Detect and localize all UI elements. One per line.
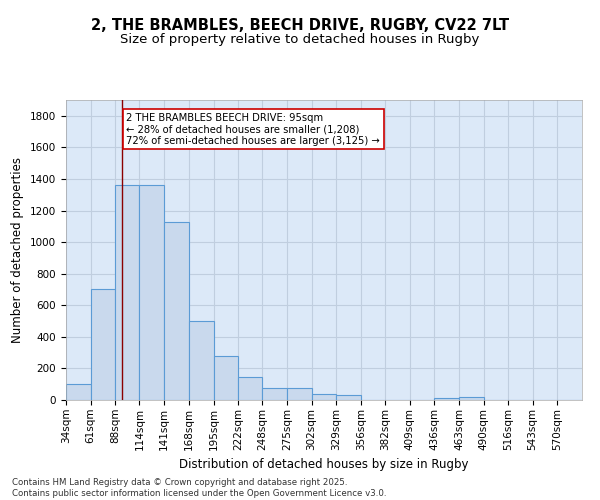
Bar [238,377,262,400]
Bar [91,290,115,400]
Bar [434,398,459,400]
Bar [214,356,238,400]
Text: Size of property relative to detached houses in Rugby: Size of property relative to detached ho… [121,32,479,46]
Bar [262,388,287,400]
Bar [66,384,91,400]
Bar [311,394,337,400]
X-axis label: Distribution of detached houses by size in Rugby: Distribution of detached houses by size … [179,458,469,471]
Bar [459,397,484,400]
Bar [164,222,189,400]
Bar [337,396,361,400]
Text: 2, THE BRAMBLES, BEECH DRIVE, RUGBY, CV22 7LT: 2, THE BRAMBLES, BEECH DRIVE, RUGBY, CV2… [91,18,509,32]
Bar [287,388,311,400]
Y-axis label: Number of detached properties: Number of detached properties [11,157,25,343]
Bar [115,186,139,400]
Bar [139,186,164,400]
Text: Contains HM Land Registry data © Crown copyright and database right 2025.
Contai: Contains HM Land Registry data © Crown c… [12,478,386,498]
Bar [189,321,214,400]
Text: 2 THE BRAMBLES BEECH DRIVE: 95sqm
← 28% of detached houses are smaller (1,208)
7: 2 THE BRAMBLES BEECH DRIVE: 95sqm ← 28% … [127,112,380,146]
